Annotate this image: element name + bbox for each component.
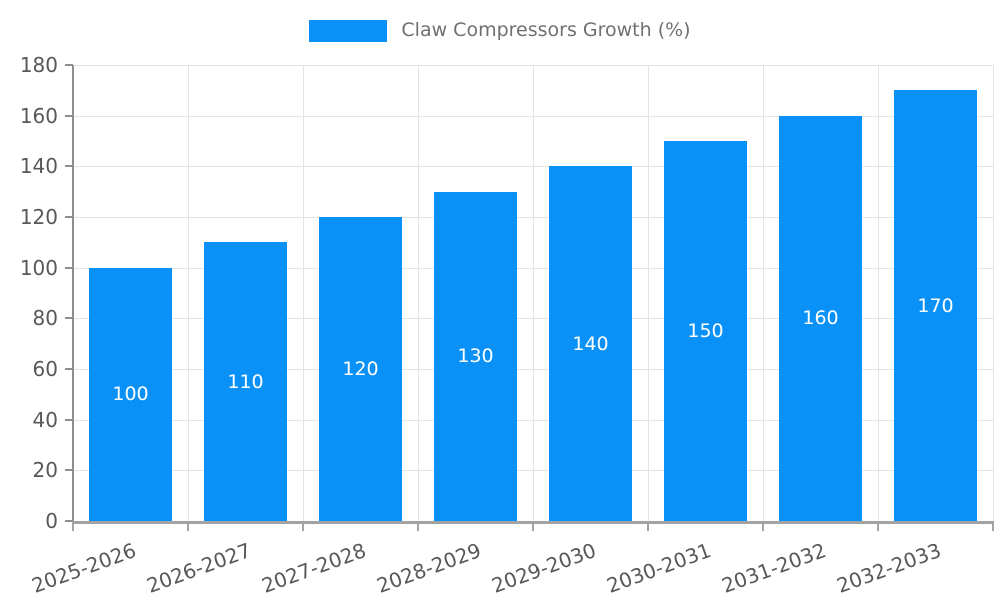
- bar: 170: [894, 90, 977, 521]
- y-tick-mark: [65, 469, 73, 472]
- y-tick-mark: [65, 520, 73, 522]
- x-tick-mark: [992, 523, 994, 531]
- y-tick-mark: [65, 368, 73, 370]
- gridline-vertical: [303, 65, 304, 523]
- bar: 130: [434, 191, 517, 521]
- y-tick-mark: [65, 418, 73, 421]
- bar-value-label: 100: [112, 383, 149, 406]
- y-tick-label: 120: [19, 205, 58, 229]
- y-tick-mark: [65, 216, 73, 218]
- x-tick-mark: [877, 523, 879, 531]
- y-tick-label: 20: [32, 458, 58, 483]
- x-tick-mark: [532, 523, 534, 531]
- bar: 100: [89, 267, 172, 521]
- bar-value-label: 170: [917, 294, 954, 317]
- bar-value-label: 130: [457, 345, 494, 368]
- y-tick-label: 100: [19, 255, 58, 280]
- y-axis-line: [72, 65, 74, 524]
- gridline-vertical: [188, 65, 189, 523]
- y-tick-mark: [65, 165, 73, 168]
- y-tick-label: 160: [19, 103, 58, 128]
- gridline-vertical: [533, 65, 534, 523]
- bar: 160: [779, 115, 862, 521]
- gridline-vertical: [418, 65, 419, 523]
- bar-value-label: 110: [227, 370, 264, 393]
- bar: 140: [549, 166, 632, 521]
- y-tick-label: 60: [32, 357, 58, 381]
- x-tick-mark: [762, 523, 764, 531]
- x-tick-mark: [417, 523, 419, 531]
- bar-value-label: 150: [687, 320, 724, 342]
- y-tick-label: 180: [19, 53, 58, 77]
- y-tick-mark: [65, 64, 73, 66]
- x-tick-mark: [187, 523, 189, 531]
- bar-value-label: 140: [572, 332, 609, 355]
- y-tick-label: 80: [32, 306, 58, 331]
- x-axis-line: [72, 521, 994, 524]
- bar-value-label: 160: [802, 307, 839, 330]
- legend-label: Claw Compressors Growth (%): [401, 19, 691, 41]
- y-tick-label: 40: [32, 407, 58, 432]
- x-tick-mark: [72, 523, 74, 531]
- legend: Claw Compressors Growth (%): [0, 19, 1000, 42]
- y-tick-label: 140: [19, 154, 58, 179]
- y-tick-mark: [65, 317, 73, 320]
- bar: 110: [204, 242, 287, 521]
- gridline-vertical: [878, 65, 879, 523]
- bar: 120: [319, 217, 402, 521]
- gridline-vertical: [648, 65, 649, 523]
- gridline-vertical: [763, 65, 764, 523]
- y-tick-mark: [65, 266, 73, 269]
- x-tick-mark: [302, 523, 304, 531]
- gridline-vertical: [993, 65, 994, 523]
- x-tick-label: 2032-2033: [833, 538, 944, 598]
- bar: 150: [664, 141, 747, 521]
- bar-value-label: 120: [342, 358, 379, 380]
- x-tick-mark: [647, 523, 649, 531]
- y-tick-label: 0: [45, 509, 58, 533]
- legend-swatch-icon: [309, 19, 388, 42]
- y-tick-mark: [65, 114, 73, 117]
